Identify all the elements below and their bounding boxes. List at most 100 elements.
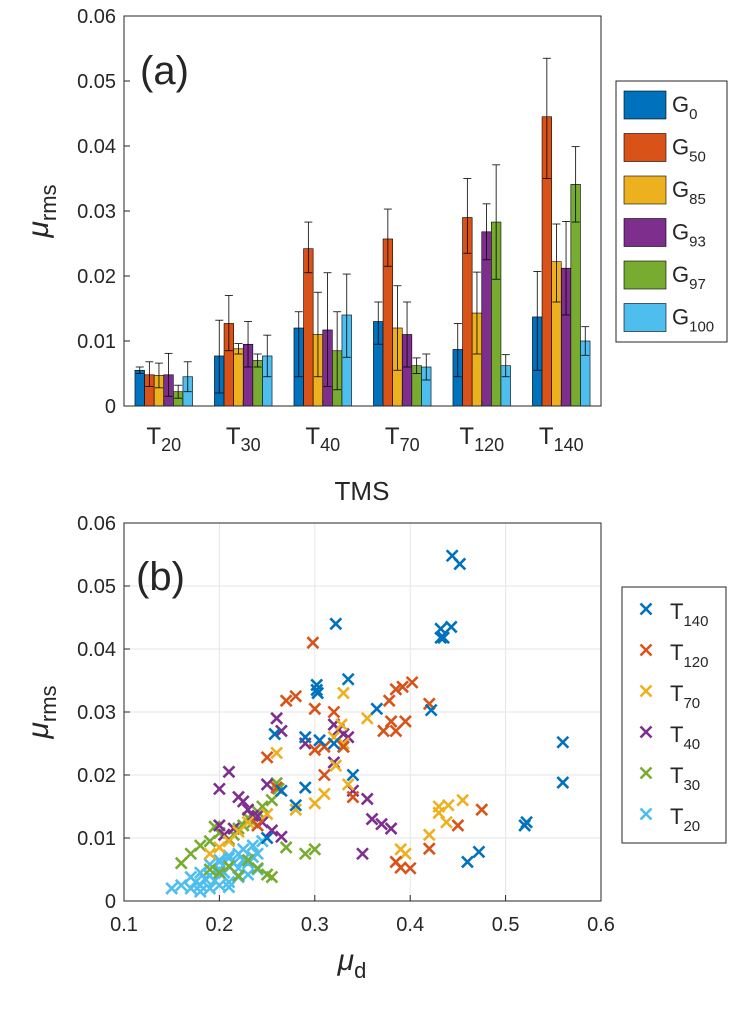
scatter-point <box>270 746 284 760</box>
scatter-y-label-sub: rms <box>36 685 61 722</box>
scatter-point <box>456 793 470 807</box>
marker-stroke-b <box>274 724 288 738</box>
scatter-legend-entry-sub: 40 <box>683 736 700 753</box>
marker-stroke-b <box>308 842 322 856</box>
marker-stroke-b <box>365 812 379 826</box>
bar-y-tick-label: 0.03 <box>77 201 116 223</box>
marker-stroke-b <box>396 680 409 694</box>
scatter-legend-box <box>621 586 727 844</box>
scatter-point <box>403 861 417 875</box>
scatter-point <box>370 702 384 716</box>
scatter-point <box>346 790 360 804</box>
bar-x-tick-label-main: T <box>539 423 554 450</box>
scatter-y-tick-label: 0.03 <box>77 702 116 724</box>
marker-stroke-b <box>335 718 348 732</box>
scatter-point <box>389 724 403 738</box>
marker-stroke-b <box>241 853 255 867</box>
scatter-point <box>399 715 412 728</box>
marker-stroke-b <box>222 765 236 779</box>
bar-x-axis-ticks: T20 T30 T40 T70 T120 T140 <box>146 400 584 455</box>
marker-stroke-b <box>260 778 274 791</box>
bar-legend-entry: G93 <box>672 220 706 251</box>
marker-stroke-b <box>329 617 343 631</box>
marker-stroke-b <box>313 733 326 747</box>
bar-legend-entry-sub: 93 <box>689 234 706 251</box>
scatter-series-T140 <box>260 549 570 869</box>
scatter-point <box>317 787 331 801</box>
scatter-legend-entry: T40 <box>670 722 700 753</box>
marker-stroke-b <box>265 870 279 884</box>
marker-stroke-b <box>329 759 343 772</box>
marker-stroke-b <box>434 631 448 645</box>
scatter-point <box>246 839 260 852</box>
scatter-point <box>203 834 217 848</box>
bar-x-tick-label-main: T <box>146 423 161 450</box>
scatter-legend-entry-main: T <box>670 599 683 624</box>
scatter-point <box>279 694 293 708</box>
scatter-point <box>405 675 419 689</box>
bar-y-tick-label: 0 <box>105 396 116 418</box>
bar-x-tick-label-sub: 30 <box>241 435 261 455</box>
scatter-legend-entry-sub: 140 <box>683 613 708 630</box>
scatter-legend-entry: T30 <box>670 763 700 794</box>
scatter-point <box>341 778 355 791</box>
marker-stroke-b <box>327 705 341 719</box>
scatter-legend-marker <box>639 684 653 698</box>
scatter-point <box>313 733 326 747</box>
scatter-point <box>461 855 474 869</box>
bar-series-G97 <box>173 146 581 407</box>
scatter-point <box>356 847 369 861</box>
marker-stroke-b <box>440 815 453 829</box>
scatter-y-axis-label: μrms <box>22 685 61 739</box>
marker-stroke-b <box>308 743 322 757</box>
marker-stroke-b <box>203 881 217 895</box>
scatter-point <box>251 847 264 861</box>
marker-stroke-b <box>437 631 451 645</box>
scatter-point <box>472 845 486 859</box>
scatter-panel-label: (b) <box>136 555 185 599</box>
bar-legend-entry: G100 <box>672 305 714 336</box>
scatter-y-tick-label: 0 <box>105 891 116 913</box>
marker-stroke-b <box>193 885 207 898</box>
marker-stroke-b <box>279 694 293 708</box>
scatter-point <box>310 683 324 697</box>
scatter-point <box>329 617 343 631</box>
marker-stroke-b <box>375 817 388 831</box>
scatter-point <box>212 853 226 867</box>
scatter-legend-marker <box>639 602 653 616</box>
marker-stroke-b <box>389 724 403 738</box>
scatter-point <box>265 870 279 884</box>
bar-x-tick-label-sub: 40 <box>320 435 340 455</box>
marker-stroke-b <box>308 702 322 716</box>
bar-legend-entry-main: G <box>672 135 689 160</box>
marker-stroke-b <box>399 715 412 728</box>
marker-stroke-b <box>232 825 245 839</box>
marker-stroke-b <box>384 822 398 835</box>
marker-stroke-b <box>165 881 179 895</box>
scatter-point <box>422 842 436 856</box>
bar-y-tick-label: 0.02 <box>77 266 116 288</box>
bar-legend-entry: G0 <box>672 92 697 123</box>
scatter-x-tick-label: 0.3 <box>301 914 329 936</box>
marker-stroke-b <box>212 866 226 880</box>
marker-stroke-b <box>222 834 236 848</box>
bar-x-tick-label-sub: 70 <box>400 435 420 455</box>
scatter-point <box>268 727 282 741</box>
scatter-point <box>335 718 348 732</box>
scatter-y-label-main: μ <box>22 722 55 739</box>
marker-stroke-b <box>241 868 255 881</box>
marker-stroke-b <box>317 768 331 782</box>
scatter-point <box>308 743 322 757</box>
scatter-point <box>396 680 409 694</box>
scatter-point <box>337 737 350 750</box>
scatter-point <box>306 636 320 650</box>
scatter-point <box>317 768 331 782</box>
marker-stroke-b <box>222 875 236 889</box>
scatter-point <box>265 793 279 807</box>
scatter-point <box>236 842 250 856</box>
scatter-point <box>444 620 458 634</box>
scatter-point <box>193 885 207 898</box>
scatter-point <box>212 866 226 880</box>
marker-stroke-b <box>422 697 436 711</box>
marker-stroke-b <box>360 711 374 725</box>
